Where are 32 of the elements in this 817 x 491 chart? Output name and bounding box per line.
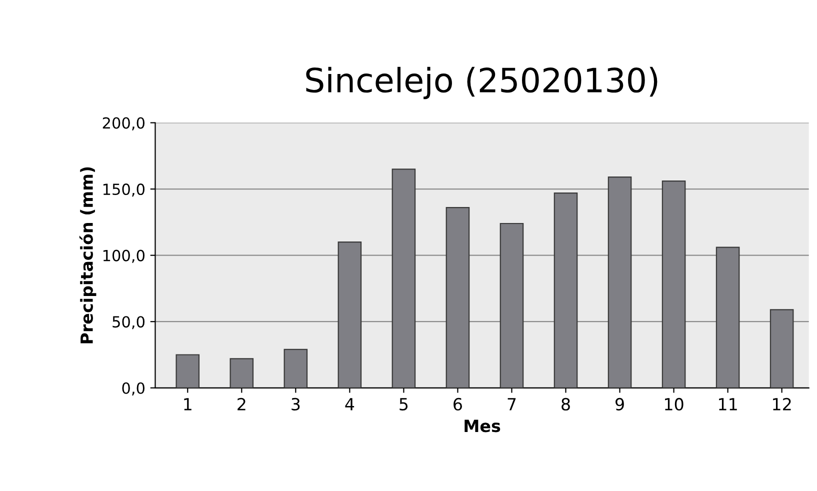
bar — [446, 207, 470, 388]
x-tick-label: 9 — [616, 398, 624, 411]
x-tick-label: 1 — [184, 398, 192, 410]
y-tick-label: 0,0 — [122, 382, 144, 396]
x-axis-title: Mes — [464, 420, 500, 432]
y-tick-label: 150,0 — [103, 184, 144, 197]
bar — [284, 348, 308, 388]
bar — [770, 309, 794, 388]
x-tick-label: 3 — [292, 398, 300, 411]
x-tick-label: 12 — [773, 398, 791, 410]
y-axis-title: Precipitación (mm) — [79, 167, 96, 344]
bar — [716, 246, 740, 388]
bar — [500, 222, 524, 388]
y-tick-label: 50,0 — [112, 316, 144, 330]
y-tick-label: 100,0 — [103, 250, 144, 263]
x-tick-label: 6 — [454, 398, 462, 411]
bar — [662, 180, 686, 388]
x-tick-label: 7 — [508, 398, 516, 410]
bar — [392, 168, 416, 388]
x-tick-label: 4 — [345, 398, 354, 410]
bar — [338, 242, 362, 388]
x-tick-label: 5 — [400, 398, 408, 411]
x-tick-label: 2 — [238, 398, 246, 410]
chart-title: Sincelejo (25020130) — [306, 66, 658, 100]
bar — [554, 192, 578, 388]
bar — [608, 176, 632, 388]
x-tick-label: 8 — [562, 398, 570, 411]
y-tick-label: 200,0 — [102, 117, 144, 130]
bar — [176, 354, 200, 388]
x-tick-label: 11 — [719, 398, 737, 410]
bar — [230, 358, 254, 388]
x-tick-label: 10 — [665, 398, 684, 411]
